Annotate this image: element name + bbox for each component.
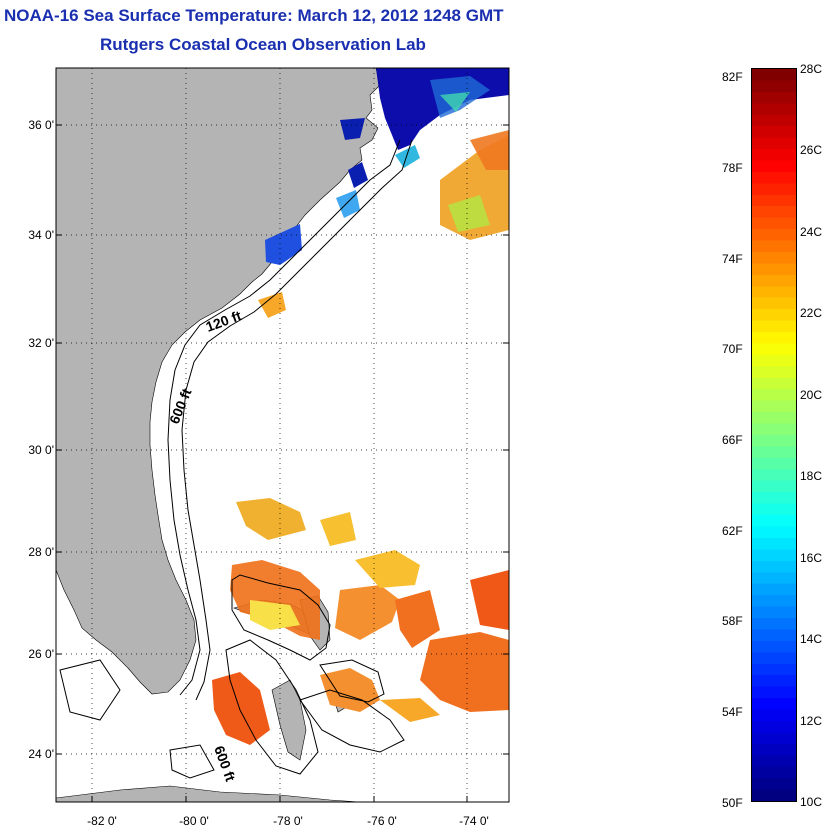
- lat-label-26: 26 0': [28, 647, 54, 661]
- contour-label-600ft-north: 600 ft: [166, 386, 195, 426]
- lat-label-36: 36 0': [28, 118, 54, 132]
- map-grid: [56, 68, 509, 802]
- map-frame: [55, 67, 510, 803]
- lat-label-30: 30 0': [28, 443, 54, 457]
- lon-label-minus80: -80 0': [179, 814, 209, 828]
- colorbar-label-12c: 12C: [800, 714, 823, 728]
- land-andros: [271, 679, 307, 761]
- colorbar-label-54f: 54F: [722, 705, 743, 719]
- temperature-colorbar: [751, 68, 797, 802]
- colorbar-label-26c: 26C: [800, 143, 823, 157]
- land-us-mainland: [56, 68, 381, 695]
- land-cuba: [56, 785, 361, 802]
- colorbar-label-78f: 78F: [722, 161, 743, 175]
- lon-label-minus82: -82 0': [87, 814, 117, 828]
- colorbar-label-24c: 24C: [800, 225, 823, 239]
- colorbar-label-10c: 10C: [800, 795, 823, 809]
- sst-data-layer: [212, 68, 509, 745]
- lon-label-minus74: -74 0': [459, 814, 489, 828]
- lon-label-minus78: -78 0': [273, 814, 303, 828]
- colorbar-label-74f: 74F: [722, 252, 743, 266]
- lat-label-32: 32 0': [28, 336, 54, 350]
- colorbar-label-14c: 14C: [800, 632, 823, 646]
- lat-label-24: 24 0': [28, 747, 54, 761]
- colorbar-label-28c: 28C: [800, 62, 823, 76]
- map-subtitle: Rutgers Coastal Ocean Observation Lab: [100, 35, 426, 54]
- colorbar-label-70f: 70F: [722, 342, 743, 356]
- lat-label-34: 34 0': [28, 228, 54, 242]
- axis-ticks: [56, 124, 509, 802]
- colorbar-label-18c: 18C: [800, 469, 823, 483]
- lon-label-minus76: -76 0': [367, 814, 397, 828]
- bathymetry-contours: [59, 139, 413, 779]
- colorbar-label-58f: 58F: [722, 614, 743, 628]
- colorbar-label-66f: 66F: [722, 433, 743, 447]
- colorbar-label-20c: 20C: [800, 388, 823, 402]
- lat-label-28: 28 0': [28, 545, 54, 559]
- colorbar-label-62f: 62F: [722, 524, 743, 538]
- map-title: NOAA-16 Sea Surface Temperature: March 1…: [4, 6, 504, 25]
- contour-label-600ft-south: 600 ft: [211, 744, 239, 784]
- colorbar-label-82f: 82F: [722, 70, 743, 84]
- colorbar-label-50f: 50F: [722, 796, 743, 810]
- colorbar-label-22c: 22C: [800, 306, 823, 320]
- colorbar-label-16c: 16C: [800, 551, 823, 565]
